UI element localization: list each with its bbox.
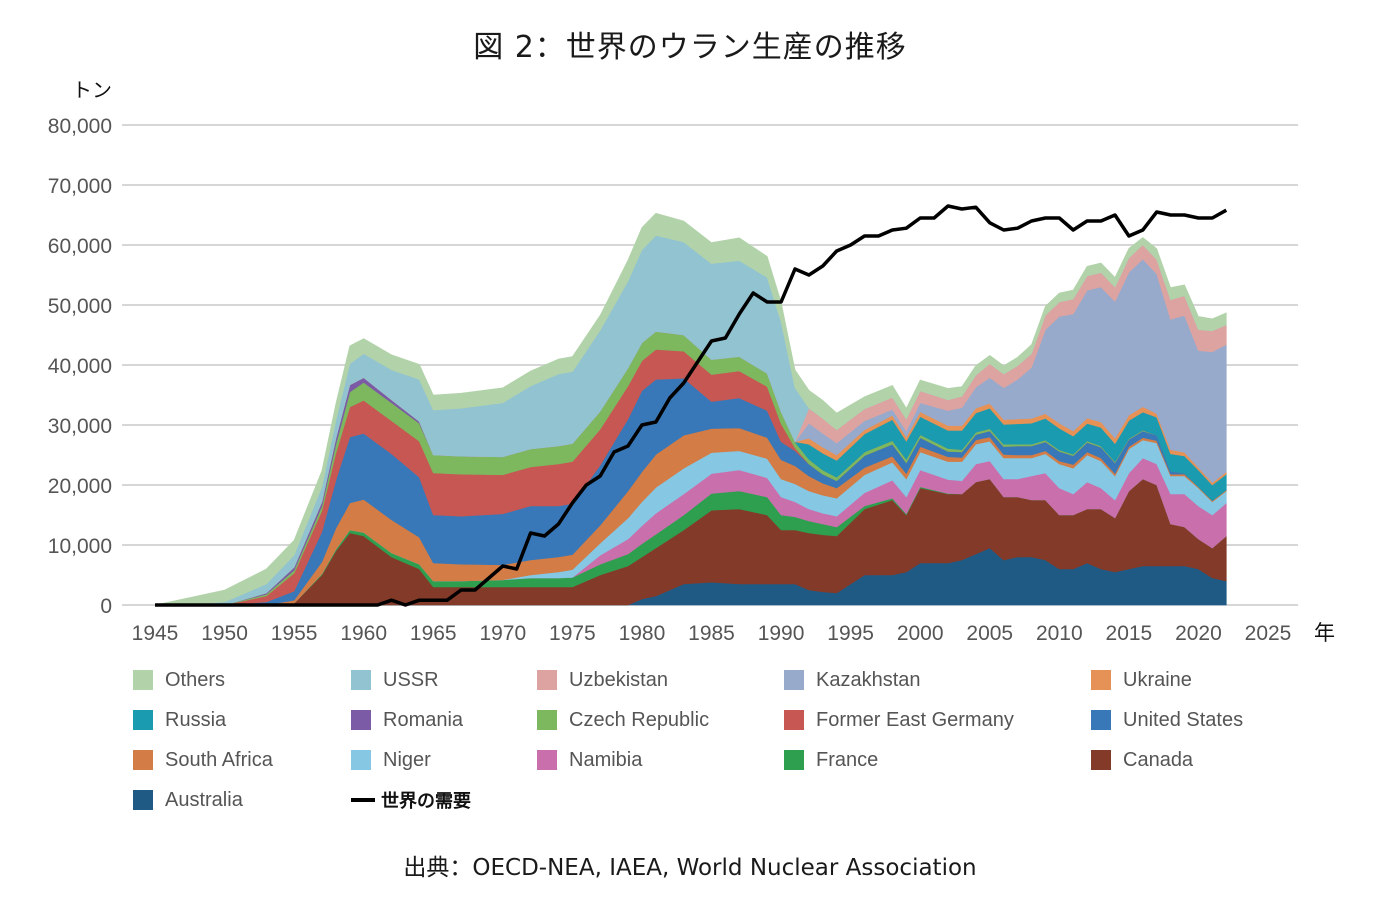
legend-label: Ukraine — [1123, 668, 1192, 691]
x-tick-label: 2000 — [897, 622, 944, 645]
x-tick-label: 2020 — [1175, 622, 1222, 645]
x-tick-label: 2025 — [1245, 622, 1292, 645]
x-tick-label: 1995 — [827, 622, 874, 645]
x-axis-unit-label: 年 — [1314, 621, 1335, 645]
legend-item: Romania — [351, 708, 463, 732]
y-tick-label: 50,000 — [48, 295, 112, 318]
x-tick-label: 1975 — [549, 622, 596, 645]
legend-label: Canada — [1123, 748, 1194, 771]
legend-label: South Africa — [165, 748, 273, 771]
y-axis-unit-label: トン — [72, 78, 112, 102]
y-tick-label: 40,000 — [48, 355, 112, 378]
legend-swatch — [1091, 750, 1111, 770]
legend-label: USSR — [383, 668, 439, 691]
legend-label: Australia — [165, 788, 243, 811]
legend-item: Niger — [351, 748, 431, 772]
legend-swatch — [351, 750, 371, 770]
x-tick-label: 1985 — [688, 622, 735, 645]
x-tick-label: 2005 — [966, 622, 1013, 645]
x-tick-label: 1960 — [340, 622, 387, 645]
legend-label: Uzbekistan — [569, 668, 668, 691]
y-tick-label: 80,000 — [48, 115, 112, 138]
source-note: 出典：OECD-NEA, IAEA, World Nuclear Associa… — [403, 855, 977, 881]
legend-swatch — [351, 710, 371, 730]
legend-swatch — [133, 790, 153, 810]
legend-label: Romania — [383, 708, 464, 731]
demand-line — [155, 204, 1228, 607]
legend-label: Others — [165, 668, 226, 691]
legend-swatch — [133, 670, 153, 690]
legend-label: Kazakhstan — [816, 668, 921, 691]
legend-swatch — [351, 670, 371, 690]
legend-item: 世界の需要 — [351, 788, 471, 812]
y-tick-label: 70,000 — [48, 175, 112, 198]
x-tick-label: 2015 — [1106, 622, 1153, 645]
legend-label: Czech Republic — [569, 708, 710, 731]
x-axis-ticks: 1945 1950 1955 1960 1965 1970 1975 1980 1985 1990… — [132, 622, 1292, 645]
legend-swatch — [133, 710, 153, 730]
x-tick-label: 1955 — [271, 622, 318, 645]
x-tick-label: 1950 — [201, 622, 248, 645]
legend-item: Canada — [1091, 748, 1193, 772]
legend-label: United States — [1123, 708, 1244, 731]
x-tick-label: 1990 — [758, 622, 805, 645]
stacked-area-chart: 0 10,000 20,000 30,000 40,000 50,000 60,000 70,… — [48, 115, 1335, 645]
legend-swatch — [133, 750, 153, 770]
legend-item: Uzbekistan — [537, 668, 668, 692]
legend-item: USSR — [351, 668, 439, 692]
x-tick-label: 2010 — [1036, 622, 1083, 645]
legend-swatch — [537, 670, 557, 690]
legend-swatch — [784, 670, 804, 690]
legend-item: France — [784, 748, 878, 772]
area-others — [154, 212, 1227, 606]
legend-label: Russia — [165, 708, 227, 731]
legend-item: Namibia — [537, 748, 642, 772]
x-tick-label: 1945 — [132, 622, 179, 645]
legend-swatch — [537, 750, 557, 770]
x-tick-label: 1970 — [479, 622, 526, 645]
legend-item: Former East Germany — [784, 708, 1014, 732]
legend-swatch — [784, 750, 804, 770]
legend-label: France — [816, 748, 879, 771]
legend-item: United States — [1091, 708, 1243, 732]
legend-item: Others — [133, 668, 225, 692]
chart-title: 図 2：世界のウラン生産の推移 — [473, 30, 907, 65]
y-tick-label: 30,000 — [48, 415, 112, 438]
legend-item: Czech Republic — [537, 708, 709, 732]
area-layers — [154, 212, 1227, 606]
demand-line-layer — [155, 204, 1228, 607]
legend-label: Niger — [383, 748, 431, 771]
y-tick-label: 0 — [100, 595, 112, 618]
x-tick-label: 1980 — [619, 622, 666, 645]
x-tick-label: 1965 — [410, 622, 457, 645]
legend-item: South Africa — [133, 748, 273, 772]
y-tick-label: 10,000 — [48, 535, 112, 558]
legend-label: Former East Germany — [816, 708, 1014, 731]
legend-swatch — [1091, 670, 1111, 690]
legend-swatch — [784, 710, 804, 730]
legend-item: Ukraine — [1091, 668, 1192, 692]
legend-item: Russia — [133, 708, 226, 732]
y-tick-label: 20,000 — [48, 475, 112, 498]
legend-label: 世界の需要 — [381, 791, 471, 812]
legend-item: Australia — [133, 788, 243, 812]
legend-line-swatch — [351, 798, 375, 802]
legend-swatch — [1091, 710, 1111, 730]
legend-swatch — [537, 710, 557, 730]
y-tick-label: 60,000 — [48, 235, 112, 258]
y-axis-ticks: 0 10,000 20,000 30,000 40,000 50,000 60,000 70,… — [48, 115, 112, 618]
legend-item: Kazakhstan — [784, 668, 921, 692]
legend-label: Namibia — [569, 748, 643, 771]
